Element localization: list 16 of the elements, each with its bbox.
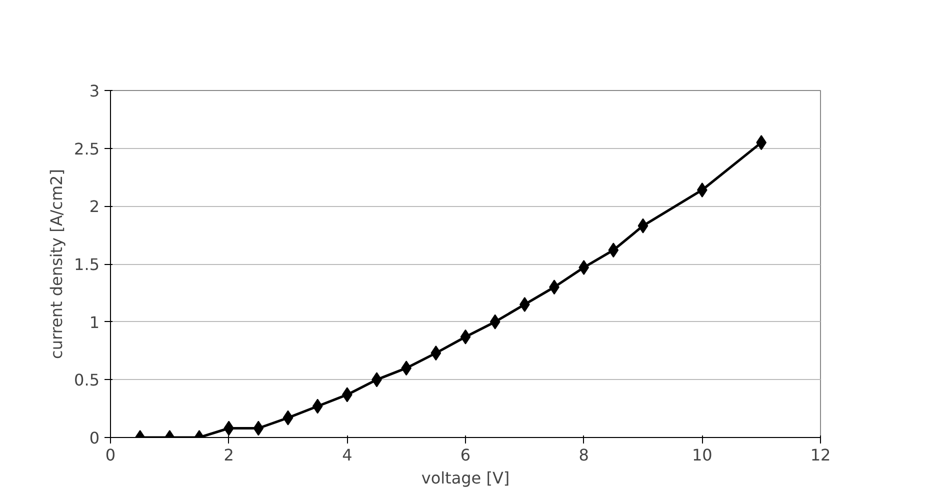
y-tick-label: 0.5 xyxy=(74,370,100,390)
x-axis-title: voltage [V] xyxy=(421,468,510,488)
y-tick-label: 1.5 xyxy=(74,255,100,274)
x-tick-label: 0 xyxy=(105,446,116,464)
y-axis-title: current density [A/cm2] xyxy=(47,169,66,359)
y-tick-label: 2.5 xyxy=(74,139,100,158)
x-tick-label: 8 xyxy=(578,446,589,464)
x-tick-label: 6 xyxy=(460,446,471,464)
y-tick-label: 1 xyxy=(89,312,100,332)
y-tick-label: 0 xyxy=(89,428,100,448)
y-tick-label: 3 xyxy=(89,82,100,100)
x-tick-label: 10 xyxy=(692,446,712,464)
x-tick-label: 2 xyxy=(224,446,234,464)
x-tick-label: 4 xyxy=(342,446,352,464)
x-tick-label: 12 xyxy=(810,446,831,464)
y-tick-label: 2 xyxy=(89,197,100,216)
